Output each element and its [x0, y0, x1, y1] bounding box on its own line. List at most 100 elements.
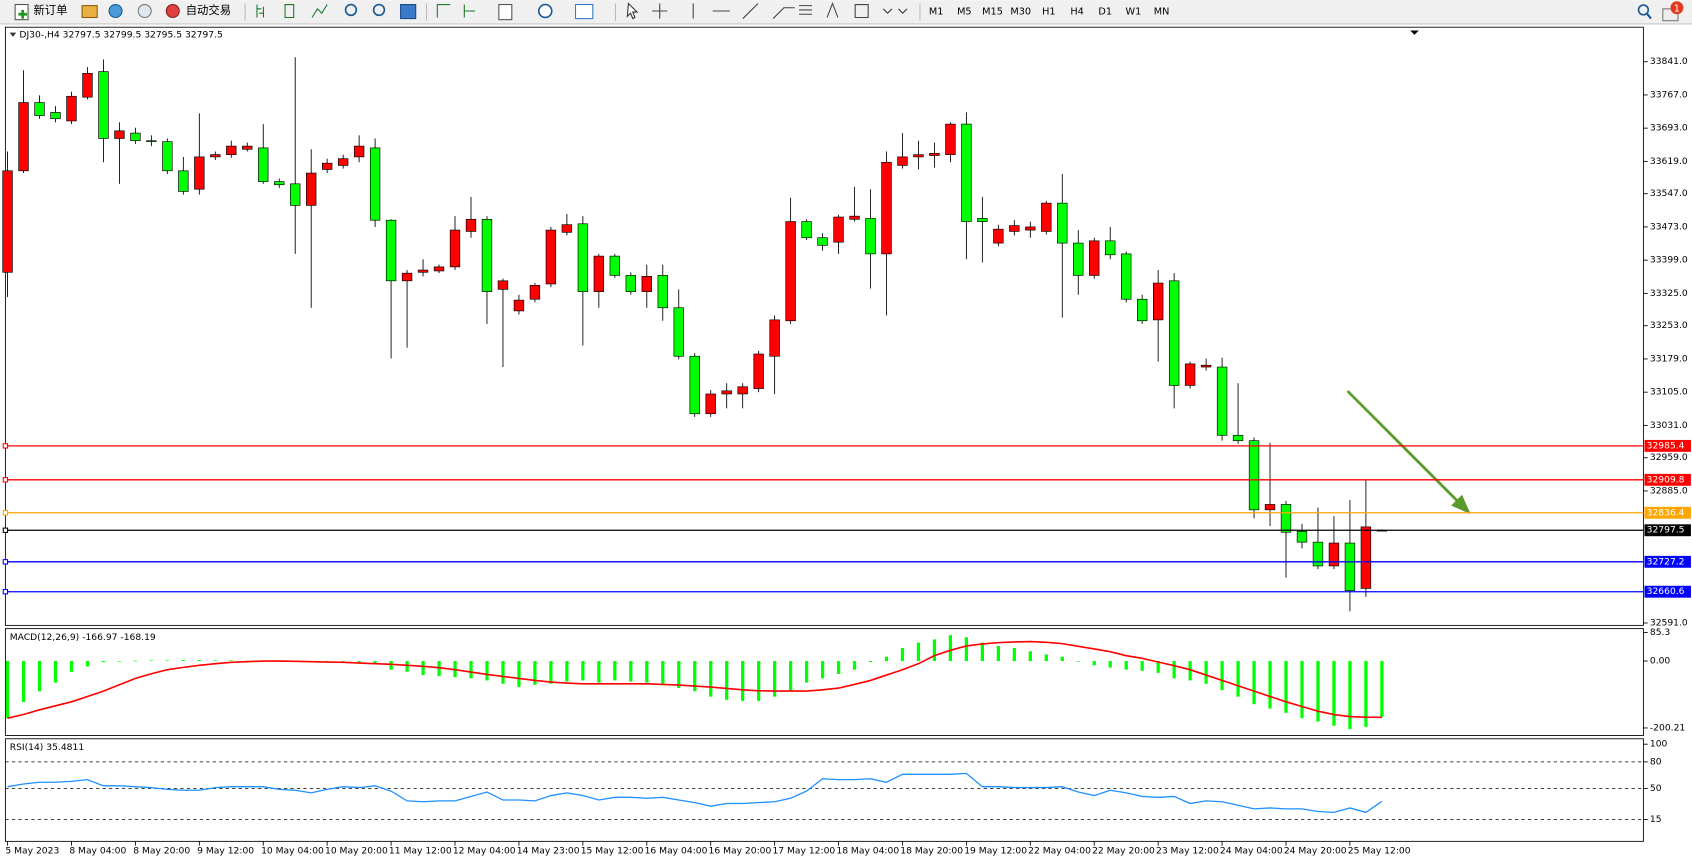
y-tick-label: 33841.0 [1650, 56, 1688, 67]
auto-trading-button[interactable]: 自动交易 [165, 3, 231, 19]
y-tick-label: 33399.0 [1650, 255, 1688, 266]
icon[interactable] [81, 5, 98, 19]
icon[interactable] [882, 8, 908, 14]
macd-bar [1364, 661, 1368, 727]
level-label: 32797.5 [1647, 525, 1685, 536]
y-tick-label: 33473.0 [1650, 221, 1688, 232]
macd-bar [645, 661, 649, 683]
search-icon[interactable] [1637, 4, 1650, 16]
macd-bar [932, 639, 937, 662]
candle-body [226, 145, 237, 155]
icon[interactable] [344, 3, 358, 17]
timeframe-button[interactable]: H4 [1070, 7, 1083, 18]
macd-bar [549, 661, 553, 684]
level-label-bg [1644, 506, 1691, 519]
timeframe-button[interactable]: W1 [1126, 7, 1142, 18]
macd-panel [4, 628, 1644, 736]
timeframe-button[interactable]: MN [1154, 7, 1170, 18]
macd-bar [389, 661, 393, 670]
x-tick-label: 8 May 04:00 [69, 846, 126, 857]
macd-bar [788, 661, 793, 692]
candle-body [210, 154, 221, 158]
candle-body [753, 353, 764, 389]
auto-trading-label: 自动交易 [186, 3, 231, 17]
y-tick-label: 15 [1650, 814, 1662, 825]
icon[interactable] [652, 1, 869, 19]
notification-count: 1 [1674, 3, 1680, 14]
macd-bar [149, 660, 154, 662]
icon[interactable] [256, 3, 328, 19]
timeframe-button[interactable]: M1 [929, 7, 944, 18]
candle-body [1025, 226, 1036, 231]
macd-bar [820, 661, 825, 679]
icon[interactable] [137, 3, 152, 19]
candle-body [162, 141, 173, 172]
x-tick-label: 15 May 12:00 [581, 846, 644, 857]
candle-body [114, 130, 125, 139]
candle-body [146, 140, 157, 142]
macd-bar [581, 661, 585, 681]
candle-body [1041, 202, 1052, 232]
macd-bar [1252, 661, 1256, 705]
x-tick-label: 22 May 04:00 [1028, 846, 1091, 857]
macd-bar [725, 661, 729, 700]
new-order-button[interactable]: 新订单 [14, 3, 67, 21]
notification-badge[interactable] [1670, 1, 1684, 15]
macd-bar [565, 661, 569, 682]
candle-body [1232, 434, 1244, 441]
messages-icon[interactable] [1662, 8, 1679, 22]
timeframe-button[interactable]: M30 [1010, 7, 1031, 18]
level-label: 32660.6 [1647, 586, 1685, 597]
icon[interactable] [498, 3, 513, 21]
icon[interactable] [108, 3, 123, 19]
macd-bar [501, 661, 505, 684]
icon[interactable] [372, 3, 386, 17]
macd-bar [1092, 661, 1096, 666]
level-label-bg [1644, 524, 1691, 537]
candle-body [897, 156, 908, 166]
macd-bar [1284, 661, 1288, 713]
timeframe-button[interactable]: M5 [957, 7, 972, 18]
timeframe-button[interactable]: D1 [1098, 7, 1112, 18]
icon[interactable] [626, 2, 639, 20]
candle-body [1136, 298, 1148, 322]
candle-body [34, 102, 45, 116]
candle-body [833, 216, 844, 243]
icon[interactable] [436, 3, 476, 18]
candle-body [977, 218, 988, 222]
macd-bar [341, 661, 345, 663]
timeframe-button[interactable]: H1 [1042, 7, 1055, 18]
candle-body [66, 95, 77, 122]
x-tick-label: 25 May 12:00 [1348, 846, 1411, 857]
level-marker [2, 559, 9, 565]
level-label-bg [1644, 439, 1691, 452]
icon[interactable] [400, 3, 417, 20]
icon[interactable] [574, 3, 594, 20]
candle-body [1152, 282, 1164, 321]
macd-bar [357, 661, 361, 663]
candle-body [433, 266, 445, 272]
x-tick-label: 9 May 12:00 [197, 846, 254, 857]
arrow-annotation [1346, 390, 1471, 515]
macd-bar [1268, 661, 1272, 709]
macd-bar [517, 661, 521, 687]
level-marker [2, 589, 9, 595]
macd-bar [948, 635, 953, 662]
level-label: 32985.4 [1647, 440, 1685, 451]
candle-body [1057, 202, 1068, 244]
candle-body [1073, 242, 1084, 276]
icon[interactable] [537, 3, 553, 19]
y-tick-label: -200.21 [1650, 722, 1685, 733]
macd-bar [661, 661, 665, 684]
candle-body [1312, 541, 1324, 567]
level-marker [2, 443, 9, 449]
macd-bar [1060, 656, 1064, 662]
y-tick-label: 50 [1650, 783, 1662, 794]
y-tick-label: 32591.0 [1650, 617, 1688, 628]
timeframe-button[interactable]: M15 [982, 7, 1003, 18]
level-label: 32836.4 [1647, 507, 1685, 518]
level-marker [2, 510, 9, 516]
macd-bar [21, 661, 26, 703]
candle-body [529, 284, 541, 300]
